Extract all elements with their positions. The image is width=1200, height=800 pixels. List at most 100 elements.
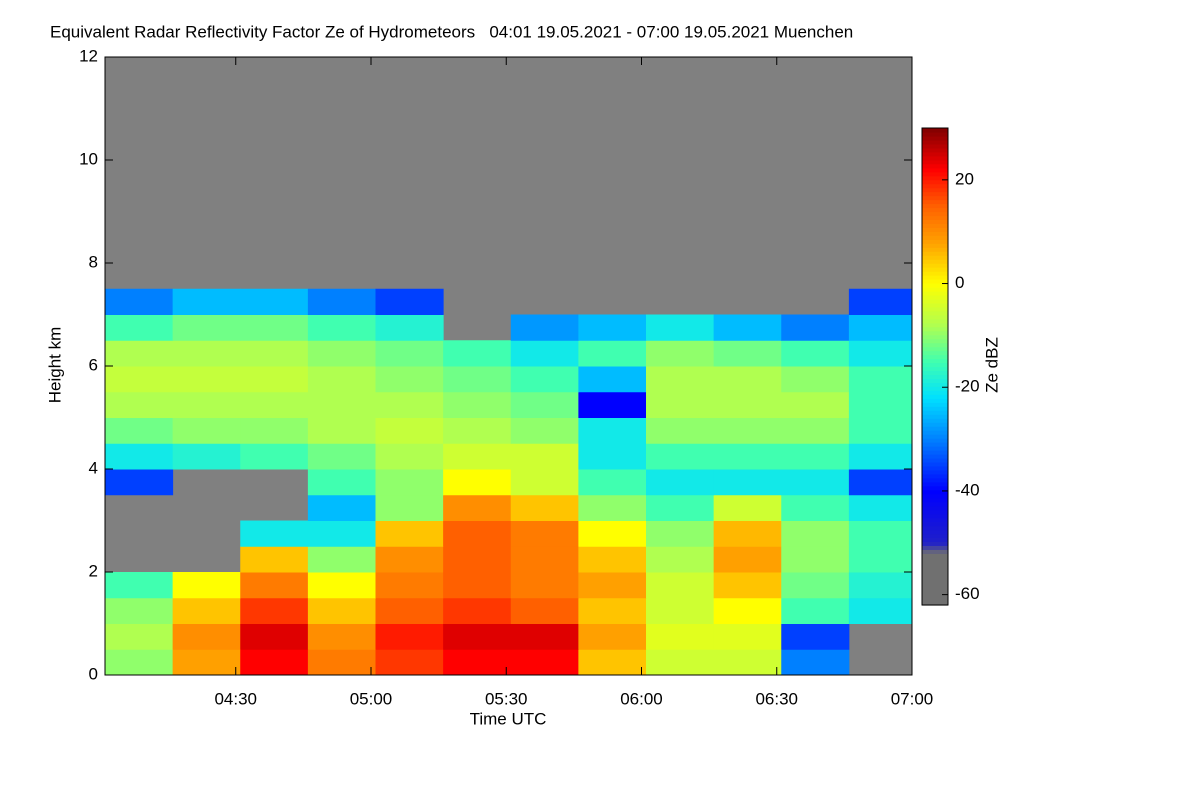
heatmap-cell: [443, 469, 512, 496]
colorbar-segment: [922, 497, 948, 503]
colorbar-segment: [922, 394, 948, 399]
heatmap-cell: [713, 494, 782, 521]
heatmap-cell: [713, 314, 782, 341]
colorbar-tick-label: -40: [955, 480, 980, 499]
colorbar-segment: [922, 362, 948, 368]
heatmap-cell: [240, 443, 309, 470]
colorbar-segment: [922, 171, 948, 177]
heatmap-cell: [375, 314, 444, 341]
colorbar-segment: [922, 306, 948, 312]
colorbar-segment: [922, 131, 948, 137]
heatmap-cell: [510, 623, 579, 650]
colorbar-segment: [922, 374, 948, 380]
colorbar-segment: [922, 426, 948, 431]
colorbar-segment: [922, 414, 948, 419]
x-tick-label: 06:00: [620, 689, 663, 708]
colorbar-segment: [922, 537, 948, 542]
colorbar-segment: [922, 521, 948, 527]
colorbar-segment: [922, 326, 948, 332]
colorbar-segment: [922, 533, 948, 539]
colorbar-segment: [922, 390, 948, 395]
heatmap-cell: [172, 597, 241, 624]
heatmap-cell: [307, 649, 377, 676]
heatmap-cell: [578, 391, 647, 418]
heatmap-cell: [307, 597, 377, 624]
heatmap-cell: [510, 494, 579, 521]
colorbar-segment: [922, 159, 948, 165]
heatmap-cell: [713, 520, 782, 547]
heatmap-cell: [646, 443, 715, 470]
colorbar-segment: [922, 310, 948, 316]
heatmap-cell: [105, 417, 174, 444]
colorbar-tick-label: 0: [955, 273, 964, 292]
heatmap-cell: [375, 597, 444, 624]
colorbar-segment: [922, 342, 948, 348]
heatmap-cell: [646, 314, 715, 341]
colorbar-segment: [922, 322, 948, 328]
colorbar-segment: [922, 318, 948, 324]
heatmap-cell: [172, 340, 241, 367]
heatmap-cell: [713, 340, 782, 367]
colorbar-segment: [922, 438, 948, 443]
colorbar-segment: [922, 199, 948, 205]
heatmap-cell: [105, 340, 174, 367]
heatmap-cell: [240, 288, 309, 315]
heatmap-cell: [781, 494, 850, 521]
heatmap-cell: [646, 340, 715, 367]
heatmap-cell: [781, 366, 850, 393]
heatmap-cell: [240, 649, 309, 676]
heatmap-cell: [781, 572, 850, 599]
heatmap-cell: [848, 597, 913, 624]
y-tick-label: 2: [89, 561, 98, 580]
heatmap-cell: [578, 494, 647, 521]
colorbar-segment: [922, 302, 948, 308]
colorbar-segment: [922, 350, 948, 356]
colorbar-segment: [922, 501, 948, 507]
heatmap-cell: [646, 494, 715, 521]
heatmap-cell: [307, 288, 377, 315]
x-axis-label: Time UTC: [470, 709, 547, 728]
heatmap-cell: [240, 572, 309, 599]
y-tick-label: 4: [89, 458, 98, 477]
heatmap-cell: [848, 340, 913, 367]
heatmap-cell: [510, 391, 579, 418]
heatmap-cell: [443, 597, 512, 624]
colorbar-segment: [922, 493, 948, 499]
colorbar-segment: [922, 509, 948, 515]
colorbar-segment: [922, 513, 948, 519]
colorbar-segment: [922, 239, 948, 244]
heatmap-cell: [375, 546, 444, 573]
heatmap-cell: [105, 469, 174, 496]
colorbar-segment: [922, 422, 948, 427]
colorbar-segment: [922, 243, 948, 248]
colorbar-segment: [922, 227, 948, 232]
heatmap-cell: [781, 417, 850, 444]
colorbar-segment: [922, 565, 948, 570]
colorbar-segment: [922, 175, 948, 181]
colorbar-segment: [922, 457, 948, 463]
heatmap-cell: [307, 546, 377, 573]
colorbar-segment: [922, 477, 948, 483]
heatmap-cell: [848, 469, 913, 496]
heatmap-cell: [646, 391, 715, 418]
heatmap-cell: [375, 572, 444, 599]
colorbar-segment: [922, 283, 948, 288]
colorbar-segment: [922, 235, 948, 240]
heatmap-cell: [781, 597, 850, 624]
colorbar-segment: [922, 402, 948, 407]
colorbar-segment: [922, 585, 948, 590]
heatmap-cell: [646, 649, 715, 676]
heatmap-cell: [172, 314, 241, 341]
colorbar-segment: [922, 489, 948, 495]
colorbar-segment: [922, 203, 948, 209]
heatmap-cell: [510, 597, 579, 624]
heatmap-cell: [375, 494, 444, 521]
heatmap-cell: [172, 417, 241, 444]
heatmap-cell: [240, 366, 309, 393]
heatmap-cell: [578, 469, 647, 496]
heatmap-cell: [578, 649, 647, 676]
heatmap-cell: [172, 649, 241, 676]
heatmap-cell: [578, 366, 647, 393]
heatmap-cell: [443, 366, 512, 393]
heatmap-cell: [848, 520, 913, 547]
